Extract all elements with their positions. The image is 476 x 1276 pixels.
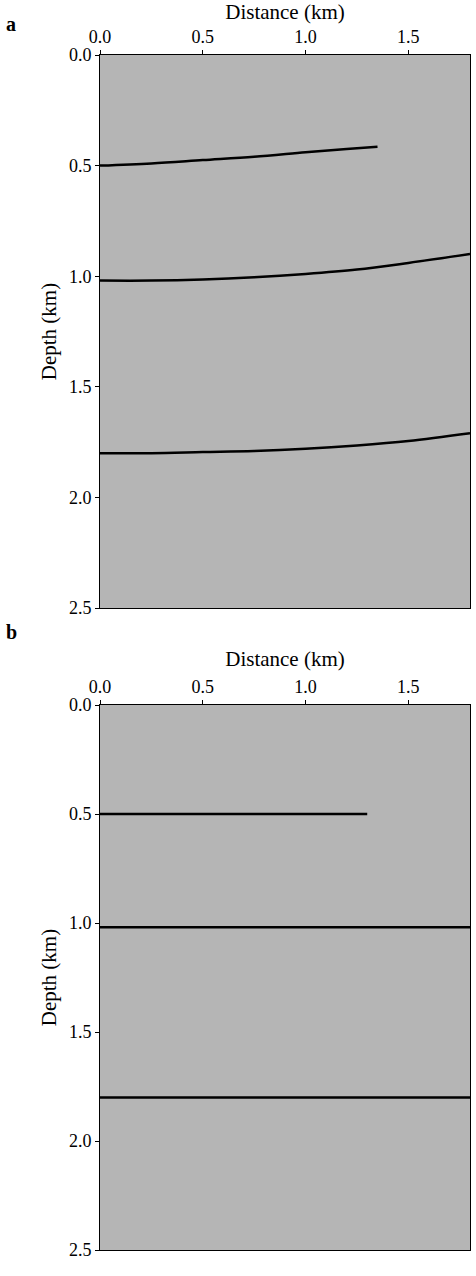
svg-text:Distance (km): Distance (km) [225, 647, 345, 671]
svg-text:1.0: 1.0 [69, 267, 92, 287]
svg-text:0.5: 0.5 [69, 156, 92, 176]
svg-text:1.0: 1.0 [69, 913, 92, 933]
svg-text:0.0: 0.0 [69, 695, 92, 715]
svg-text:0.0: 0.0 [89, 27, 112, 47]
svg-text:0.5: 0.5 [69, 804, 92, 824]
svg-text:1.5: 1.5 [69, 377, 92, 397]
svg-text:Depth (km): Depth (km) [37, 283, 61, 380]
svg-text:1.5: 1.5 [397, 27, 420, 47]
svg-text:2.0: 2.0 [69, 1131, 92, 1151]
svg-text:0.0: 0.0 [89, 677, 112, 697]
svg-text:2.0: 2.0 [69, 488, 92, 508]
svg-text:0.0: 0.0 [69, 45, 92, 65]
svg-text:1.5: 1.5 [69, 1022, 92, 1042]
svg-text:1.5: 1.5 [397, 677, 420, 697]
svg-text:Distance (km): Distance (km) [225, 0, 345, 24]
svg-text:1.0: 1.0 [294, 27, 317, 47]
svg-text:2.5: 2.5 [69, 598, 92, 618]
svg-text:b: b [6, 621, 17, 643]
svg-text:a: a [6, 13, 16, 35]
svg-text:0.5: 0.5 [192, 27, 215, 47]
svg-text:2.5: 2.5 [69, 1240, 92, 1260]
svg-text:1.0: 1.0 [294, 677, 317, 697]
svg-text:0.5: 0.5 [192, 677, 215, 697]
svg-text:Depth (km): Depth (km) [37, 929, 61, 1026]
